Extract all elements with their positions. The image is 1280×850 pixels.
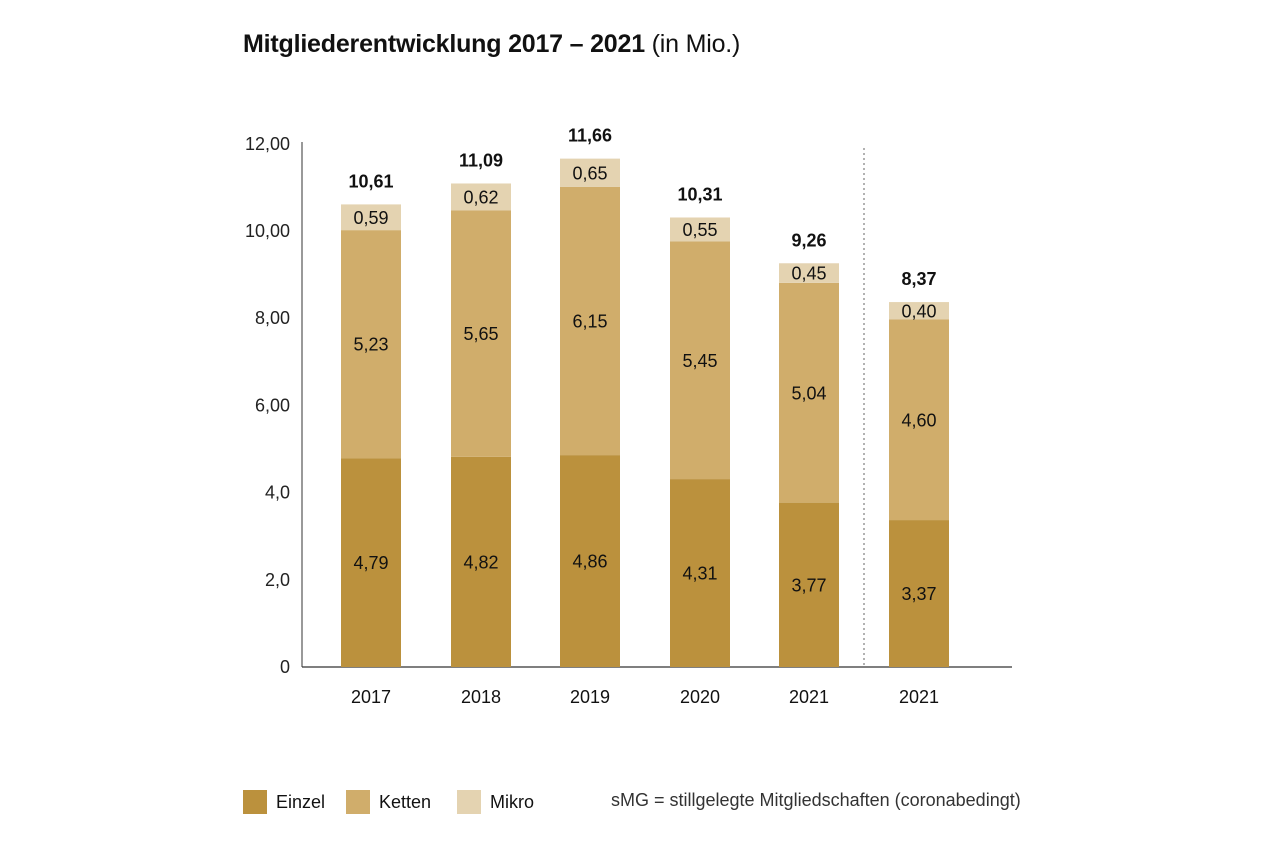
bar-segment-einzel <box>560 455 620 667</box>
y-tick-label: 12,00 <box>245 134 290 154</box>
bar-total-label: 11,09 <box>459 150 503 170</box>
legend-item-mikro: Mikro <box>457 789 534 815</box>
chart-subtitle: (in Mio.) <box>651 30 741 58</box>
y-tick-label: 4,0 <box>265 483 290 503</box>
bar-segment-mikro <box>779 263 839 283</box>
data-label-mikro: 0,59 <box>353 208 388 228</box>
legend-swatch-ketten <box>346 790 370 814</box>
legend-item-einzel: Einzel <box>243 789 325 815</box>
data-label-einzel: 3,37 <box>901 584 936 604</box>
data-label-ketten: 5,45 <box>682 351 717 371</box>
bar-segment-mikro <box>341 204 401 231</box>
legend-item-ketten: Ketten <box>346 789 431 815</box>
bar-segment-einzel <box>451 456 511 667</box>
y-tick-label: 8,00 <box>255 308 290 328</box>
chart-footnote: sMG = stillgelegte Mitgliedschaften (cor… <box>611 790 1021 810</box>
data-label-einzel: 4,86 <box>572 552 607 572</box>
data-label-ketten: 5,65 <box>463 324 498 344</box>
y-tick-label: 10,00 <box>245 221 290 241</box>
chart-title-main: Mitgliederentwicklung 2017 – 2021 <box>243 30 645 58</box>
data-label-einzel: 4,82 <box>463 552 498 572</box>
legend-label-ketten: Ketten <box>379 791 432 812</box>
data-label-einzel: 4,79 <box>353 553 388 573</box>
bar-total-label: 10,61 <box>348 171 393 191</box>
x-tick-label: 2019 <box>570 687 610 707</box>
data-label-einzel: 4,31 <box>682 564 717 584</box>
bar-segment-ketten <box>889 319 949 521</box>
x-tick-label: 2021 <box>789 687 829 707</box>
x-tick-label: 2021 <box>899 687 939 707</box>
bar-segment-mikro <box>451 183 511 211</box>
bar-segment-einzel <box>670 479 730 667</box>
bar-segment-mikro <box>670 217 730 242</box>
legend-swatch-mikro <box>457 790 481 814</box>
bar-segment-ketten <box>451 210 511 457</box>
x-tick-label: 2018 <box>461 687 501 707</box>
data-label-mikro: 0,65 <box>572 163 607 183</box>
bar-segment-mikro <box>889 302 949 320</box>
data-label-einzel: 3,77 <box>791 575 826 595</box>
bar-total-label: 10,31 <box>677 184 722 204</box>
bar-segment-einzel <box>341 458 401 667</box>
data-label-mikro: 0,55 <box>682 220 717 240</box>
bar-segment-mikro <box>560 158 620 187</box>
chart-title: Mitgliederentwicklung 2017 – 2021 (in Mi… <box>243 30 740 59</box>
bar-segment-einzel <box>779 502 839 667</box>
bar-segment-ketten <box>670 241 730 480</box>
y-tick-label: 0 <box>280 657 290 677</box>
bar-segment-ketten <box>341 230 401 459</box>
bar-total-label: 8,37 <box>901 269 936 289</box>
legend-swatch-einzel <box>243 790 267 814</box>
y-tick-label: 6,00 <box>255 395 290 415</box>
bar-segment-ketten <box>779 282 839 503</box>
bar-segment-einzel <box>889 520 949 667</box>
bar-segment-ketten <box>560 186 620 456</box>
chart-plot: 0 2,0 4,0 6,00 8,00 10,00 12,00 4,79 5,23 0,59 10,… <box>245 126 1012 707</box>
x-tick-label: 2020 <box>680 687 720 707</box>
legend-label-mikro: Mikro <box>490 791 534 812</box>
x-tick-label: 2017 <box>351 687 391 707</box>
data-label-mikro: 0,62 <box>463 187 498 207</box>
y-tick-label: 2,0 <box>265 570 290 590</box>
data-label-ketten: 4,60 <box>901 410 936 430</box>
data-label-ketten: 5,04 <box>791 383 826 403</box>
bar-total-label: 11,66 <box>568 126 612 146</box>
data-label-mikro: 0,40 <box>901 301 936 321</box>
data-label-mikro: 0,45 <box>791 264 826 284</box>
data-label-ketten: 5,23 <box>353 335 388 355</box>
legend-label-einzel: Einzel <box>276 791 326 812</box>
data-label-ketten: 6,15 <box>572 312 607 332</box>
bar-total-label: 9,26 <box>791 230 826 250</box>
